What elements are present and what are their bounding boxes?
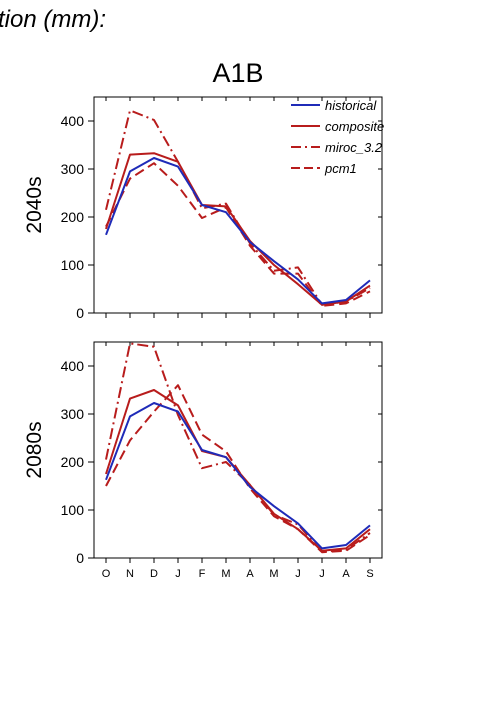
x-tick-label: M <box>269 568 278 580</box>
x-tick-label: J <box>175 568 181 580</box>
x-tick-label: J <box>295 568 301 580</box>
y-tick-label: 400 <box>61 113 85 129</box>
plot-frame <box>93 341 383 559</box>
series-line-composite <box>105 389 371 552</box>
series-line-pcm1 <box>105 162 371 307</box>
y-tick-label: 100 <box>61 502 85 518</box>
x-tick-label: J <box>319 568 325 580</box>
legend-label: pcm1 <box>324 161 357 176</box>
x-tick-label: O <box>102 568 111 580</box>
y-tick-label: 200 <box>61 454 85 470</box>
legend-label: historical <box>325 98 377 113</box>
x-tick-label: S <box>366 568 373 580</box>
row-label: 2040s <box>23 176 46 233</box>
series-line-historical <box>105 157 371 305</box>
y-tick-label: 200 <box>61 209 85 225</box>
x-tick-label: A <box>246 568 254 580</box>
series-line-miroc-3-2 <box>105 342 371 553</box>
x-tick-label: M <box>221 568 230 580</box>
y-tick-label: 100 <box>61 257 85 273</box>
y-tick-label: 300 <box>61 406 85 422</box>
x-tick-label: D <box>150 568 158 580</box>
header-text: tion (mm): <box>0 6 106 33</box>
y-tick-label: 300 <box>61 161 85 177</box>
series-line-historical <box>105 402 371 550</box>
legend: historical composite miroc_3.2 pcm1 <box>291 98 384 176</box>
x-tick-label: A <box>342 568 350 580</box>
x-tick-label: N <box>126 568 134 580</box>
panel-2040s: 0 100 200 300 400 2040s <box>23 96 383 321</box>
legend-label: miroc_3.2 <box>325 140 383 155</box>
legend-label: composite <box>325 119 384 134</box>
scenario-title: A1B <box>212 58 263 88</box>
panel-2080s: 0 100 200 300 400 O N D J F M A M J J A S 2080s <box>23 341 383 580</box>
x-tick-label: F <box>199 568 206 580</box>
series-line-pcm1 <box>105 384 371 554</box>
y-tick-label: 0 <box>76 305 84 321</box>
y-tick-label: 400 <box>61 358 85 374</box>
row-label: 2080s <box>23 421 46 478</box>
series-line-composite <box>105 152 371 306</box>
plot-frame <box>93 96 383 314</box>
y-tick-label: 0 <box>76 550 84 566</box>
